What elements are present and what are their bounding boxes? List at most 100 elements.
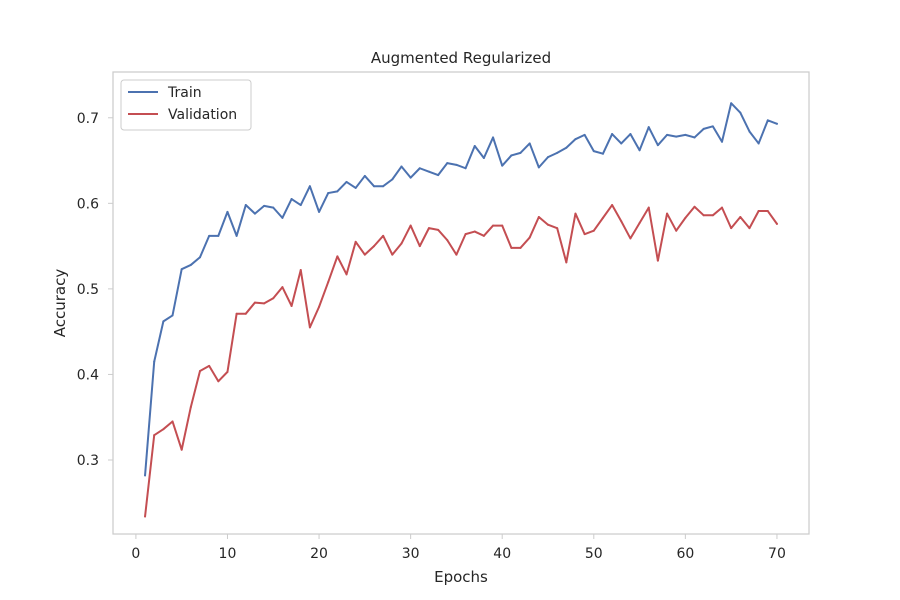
validation-point — [519, 246, 522, 249]
validation-point — [766, 210, 769, 213]
train-point — [253, 212, 256, 215]
train-point — [620, 142, 623, 145]
train-point — [638, 149, 641, 152]
validation-point — [189, 405, 192, 408]
validation-point — [455, 253, 458, 256]
validation-point — [473, 230, 476, 233]
train-point — [565, 146, 568, 149]
x-tick-label: 40 — [493, 546, 511, 562]
train-point — [510, 154, 513, 157]
train-point — [144, 474, 147, 477]
train-point — [318, 210, 321, 213]
validation-point — [629, 237, 632, 240]
y-axis-label: Accuracy — [51, 269, 69, 338]
train-point — [556, 151, 559, 154]
train-point — [775, 122, 778, 125]
train-point — [208, 234, 211, 237]
validation-point — [446, 239, 449, 242]
validation-point — [373, 245, 375, 248]
train-point — [482, 156, 485, 159]
x-tick-label: 20 — [310, 546, 328, 562]
x-tick-label: 60 — [676, 546, 694, 562]
train-point — [592, 150, 595, 153]
validation-point — [711, 214, 714, 217]
train-point — [647, 126, 650, 129]
train-point — [180, 268, 183, 271]
train-point — [721, 140, 723, 143]
train-point — [162, 320, 165, 323]
train-point — [519, 151, 522, 154]
x-axis-ticks: 0 10 20 30 40 50 60 70 — [131, 534, 786, 562]
validation-point — [601, 216, 604, 219]
validation-point — [226, 370, 229, 373]
train-point — [501, 164, 504, 167]
train-point — [757, 142, 760, 145]
train-point — [391, 178, 394, 181]
train-point — [327, 192, 330, 195]
validation-point — [702, 214, 705, 217]
x-tick-label: 50 — [585, 546, 603, 562]
validation-point — [592, 229, 595, 232]
validation-point — [318, 305, 321, 308]
validation-point — [775, 222, 778, 225]
validation-point — [308, 326, 311, 329]
chart-title: Augmented Regularized — [371, 49, 551, 67]
validation-point — [482, 234, 485, 237]
train-point — [702, 127, 705, 130]
validation-point — [208, 364, 211, 367]
validation-point — [611, 204, 614, 207]
train-point — [281, 216, 284, 219]
validation-point — [153, 434, 156, 437]
train-point — [464, 167, 467, 170]
train-point — [427, 170, 430, 173]
train-point — [437, 174, 440, 177]
validation-point — [638, 222, 641, 225]
train-point — [226, 210, 229, 213]
x-axis-label: Epochs — [434, 568, 488, 586]
y-tick-label: 0.7 — [77, 111, 99, 127]
validation-point — [144, 515, 147, 518]
train-point — [601, 152, 604, 155]
legend: Train Validation — [120, 79, 252, 131]
validation-point — [382, 234, 385, 237]
validation-point — [528, 236, 531, 239]
validation-point — [199, 370, 201, 373]
train-point — [409, 176, 412, 179]
validation-point — [620, 220, 623, 223]
train-point — [171, 314, 174, 317]
x-tick-label: 0 — [131, 546, 140, 562]
y-tick-label: 0.4 — [77, 367, 99, 383]
train-point — [675, 135, 678, 138]
train-point — [473, 145, 476, 148]
series-points — [144, 102, 778, 518]
train-point — [336, 190, 339, 193]
validation-point — [253, 301, 256, 304]
validation-point — [693, 205, 696, 208]
validation-point — [675, 229, 678, 232]
train-point — [537, 166, 540, 169]
train-point — [244, 204, 247, 207]
x-tick-label: 30 — [402, 546, 420, 562]
validation-point — [162, 428, 165, 431]
train-point — [382, 185, 385, 188]
validation-point — [565, 261, 568, 264]
validation-point — [647, 206, 650, 209]
train-point — [583, 133, 586, 136]
validation-point — [427, 227, 430, 230]
validation-point — [363, 253, 366, 256]
validation-point — [244, 312, 247, 315]
y-tick-label: 0.5 — [77, 282, 99, 298]
validation-point — [336, 255, 339, 258]
validation-point — [290, 304, 293, 307]
validation-point — [656, 259, 659, 262]
train-point — [189, 263, 192, 266]
train-point — [299, 204, 302, 207]
train-point — [730, 102, 733, 105]
train-point — [574, 138, 577, 141]
validation-point — [556, 227, 559, 230]
validation-point — [501, 224, 504, 227]
train-point — [418, 167, 421, 170]
validation-point — [400, 242, 403, 245]
train-point — [272, 206, 275, 209]
